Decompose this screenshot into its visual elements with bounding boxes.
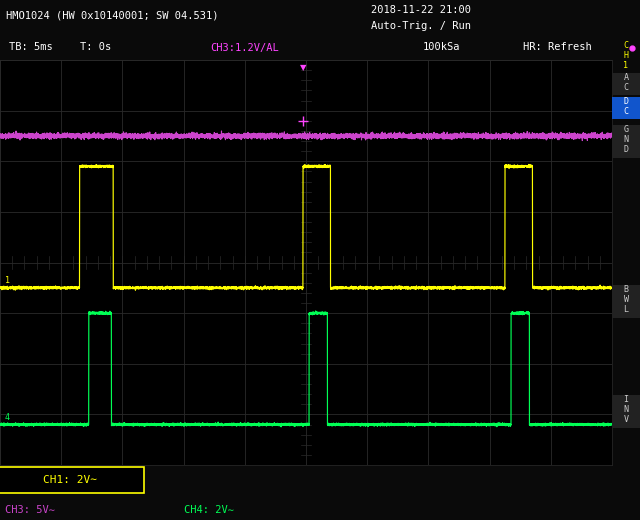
Text: CH3:1.2V/AL: CH3:1.2V/AL — [211, 43, 279, 53]
Text: C: C — [623, 41, 628, 49]
Text: 2018-11-22 21:00: 2018-11-22 21:00 — [371, 5, 471, 15]
FancyBboxPatch shape — [0, 467, 144, 493]
Text: A: A — [623, 73, 628, 83]
Bar — [612, 125, 640, 158]
Text: 100kSa: 100kSa — [422, 43, 460, 53]
Bar — [612, 285, 640, 318]
Text: T: 0s: T: 0s — [79, 43, 111, 53]
Bar — [612, 97, 640, 119]
Text: CH3: 5V∼: CH3: 5V∼ — [5, 505, 55, 515]
Text: C: C — [623, 84, 628, 93]
Text: N: N — [623, 136, 628, 145]
Text: HR: Refresh: HR: Refresh — [524, 43, 592, 53]
Text: 4: 4 — [5, 413, 10, 422]
Text: D: D — [623, 98, 628, 107]
Text: N: N — [623, 406, 628, 414]
Text: L: L — [623, 305, 628, 315]
Text: ▼: ▼ — [241, 72, 248, 83]
Text: Auto-Trig. / Run: Auto-Trig. / Run — [371, 21, 471, 31]
Text: V: V — [623, 415, 628, 424]
Text: I: I — [623, 396, 628, 405]
Text: C: C — [623, 108, 628, 116]
Text: D: D — [623, 146, 628, 154]
Text: G: G — [623, 125, 628, 135]
Bar — [612, 395, 640, 428]
Text: B: B — [623, 285, 628, 294]
Text: HMO1024 (HW 0x10140001; SW 04.531): HMO1024 (HW 0x10140001; SW 04.531) — [6, 11, 219, 21]
Text: ▼: ▼ — [300, 62, 306, 72]
Text: CH1: 2V∼: CH1: 2V∼ — [44, 475, 97, 485]
Text: W: W — [623, 295, 628, 305]
Text: CH4: 2V∼: CH4: 2V∼ — [184, 505, 234, 515]
Text: 1: 1 — [623, 60, 628, 70]
Text: TB: 5ms: TB: 5ms — [9, 43, 53, 53]
Text: 1: 1 — [5, 276, 10, 285]
Text: H: H — [623, 50, 628, 59]
Bar — [612, 73, 640, 95]
